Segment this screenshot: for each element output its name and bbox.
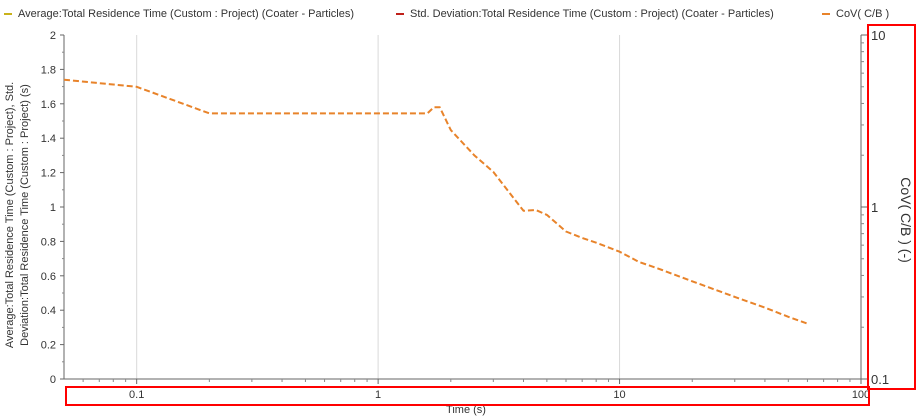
y-axis-title-line: Deviation:Total Residence Time (Custom :… — [19, 84, 31, 346]
x-tick-label: 0.1 — [129, 389, 144, 401]
y-tick-label: 1.2 — [41, 168, 56, 180]
y-axis-title: Average:Total Residence Time (Custom : P… — [4, 82, 31, 348]
y2-axis-title: CoV( C/B ) (-) — [898, 177, 914, 263]
y-tick-label: 1.4 — [41, 133, 56, 145]
legend-swatch-std-deviation — [396, 13, 404, 15]
x-axis-highlight-box — [65, 386, 870, 406]
axes — [60, 34, 867, 384]
y-tick-label: 0.8 — [41, 236, 56, 248]
y-tick-label: 2 — [50, 30, 56, 42]
y-axis-title-line: Average:Total Residence Time (Custom : P… — [4, 82, 16, 348]
grid-lines — [136, 35, 862, 379]
legend-swatch-average — [4, 13, 12, 15]
y-tick-label: 1 — [50, 202, 56, 214]
y2-tick-label: 1 — [871, 200, 878, 215]
y-tick-label: 0 — [50, 374, 56, 386]
y2-tick-label: 0.1 — [871, 372, 889, 387]
legend-swatch-cov — [822, 13, 830, 15]
y2-axis-highlight-box — [867, 24, 916, 390]
legend-label-average: Average:Total Residence Time (Custom : P… — [18, 8, 355, 20]
tick-labels: 00.20.40.60.811.21.41.61.820.1 1 10 1000.11… — [41, 28, 889, 401]
legend-label-std-deviation: Std. Deviation:Total Residence Time (Cus… — [410, 8, 774, 20]
chart-legend: Average:Total Residence Time (Custom : P… — [0, 0, 920, 26]
legend-item-cov[interactable]: CoV( C/B ) — [822, 7, 889, 21]
y-tick-label: 1.8 — [41, 64, 56, 76]
legend-item-std-deviation[interactable]: Std. Deviation:Total Residence Time (Cus… — [396, 7, 774, 21]
y-tick-label: 1.6 — [41, 99, 56, 111]
series-line-cov — [63, 78, 808, 325]
y-tick-label: 0.6 — [41, 271, 56, 283]
y2-tick-label: 10 — [871, 28, 885, 43]
x-axis-title: Time (s) — [446, 404, 486, 416]
legend-item-average[interactable]: Average:Total Residence Time (Custom : P… — [4, 7, 354, 21]
x-tick-label: 100 — [852, 389, 870, 401]
y-tick-label: 0.4 — [41, 305, 56, 317]
x-tick-label: 10 — [613, 389, 625, 401]
series-layer — [63, 78, 808, 325]
legend-label-cov: CoV( C/B ) — [836, 8, 890, 20]
x-tick-label: 1 — [375, 389, 381, 401]
y-tick-label: 0.2 — [41, 340, 56, 352]
